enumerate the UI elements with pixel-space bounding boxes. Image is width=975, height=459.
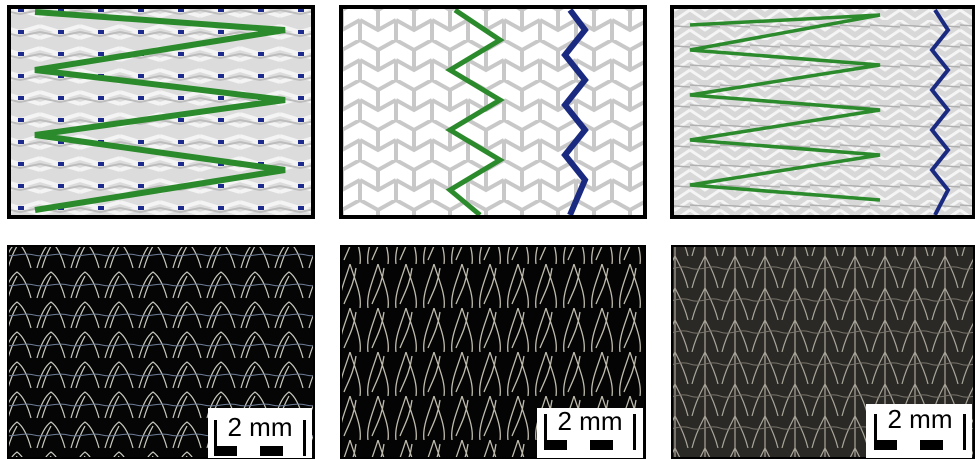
panel-model-1	[7, 5, 315, 219]
scale-bar-label: 2 mm	[228, 412, 293, 442]
scale-bar-label: 2 mm	[558, 406, 623, 436]
panel-model-2	[339, 5, 647, 219]
panel-photo-2: 2 mm	[340, 245, 646, 459]
scale-bar: 2 mm	[537, 406, 643, 458]
panel-model-3	[670, 5, 975, 219]
panel-photo-3: 2 mm	[671, 245, 975, 459]
panel-photo-1: 2 mm	[7, 245, 315, 459]
scale-bar-label: 2 mm	[888, 404, 953, 434]
scale-bar: 2 mm	[866, 404, 972, 458]
scale-bar: 2 mm	[208, 408, 312, 458]
